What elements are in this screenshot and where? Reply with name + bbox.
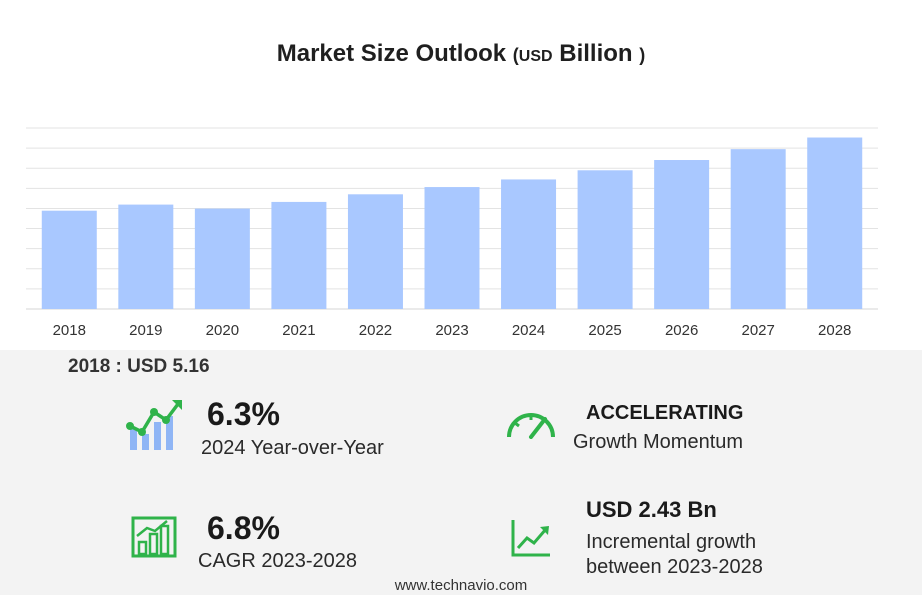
bar-2021 bbox=[271, 201, 327, 309]
x-tick-label-2027: 2027 bbox=[741, 322, 774, 339]
trend-line-icon bbox=[511, 520, 550, 557]
bar-2027 bbox=[730, 149, 786, 309]
cagr-label: CAGR 2023-2028 bbox=[198, 550, 357, 572]
x-tick-label-2023: 2023 bbox=[435, 322, 468, 339]
x-tick-label-2018: 2018 bbox=[53, 322, 86, 339]
title-unit-scale: Billion bbox=[559, 40, 633, 67]
bar-2023 bbox=[424, 187, 480, 309]
x-tick-label-2021: 2021 bbox=[282, 322, 315, 339]
bar-2024 bbox=[501, 179, 557, 309]
bar-chart: 2018 2019 2020 2021 2022 2023 2024 2025 2026 2027… bbox=[0, 120, 922, 350]
momentum-value: ACCELERATING bbox=[586, 402, 744, 424]
bar-2022 bbox=[347, 194, 403, 309]
title-unit-open: ( bbox=[512, 45, 519, 65]
x-tick-label-2025: 2025 bbox=[588, 322, 621, 339]
x-tick-label-2020: 2020 bbox=[206, 322, 239, 339]
bar-2025 bbox=[577, 170, 633, 309]
title-main: Market Size Outlook bbox=[276, 40, 507, 67]
yoy-value: 6.3% bbox=[207, 396, 280, 432]
bar-2018 bbox=[41, 210, 97, 309]
x-tick-label-2024: 2024 bbox=[512, 322, 545, 339]
x-tick-label-2019: 2019 bbox=[129, 322, 162, 339]
bar-2020 bbox=[194, 208, 250, 309]
kpi-panel bbox=[0, 350, 922, 595]
speedometer-icon bbox=[507, 413, 555, 439]
title-unit-close: ) bbox=[639, 45, 646, 65]
yoy-label: 2024 Year-over-Year bbox=[201, 437, 384, 459]
bar-2026 bbox=[654, 160, 710, 309]
x-tick-label-2026: 2026 bbox=[665, 322, 698, 339]
incremental-label-line2: between 2023-2028 bbox=[586, 556, 763, 578]
incremental-label-line1: Incremental growth bbox=[586, 531, 757, 553]
x-tick-label-2022: 2022 bbox=[359, 322, 392, 339]
growth-line-bars-icon bbox=[126, 400, 182, 450]
incremental-value: USD 2.43 Bn bbox=[586, 497, 717, 522]
momentum-label: Growth Momentum bbox=[573, 431, 744, 453]
cagr-value: 6.8% bbox=[207, 510, 280, 546]
bar-2028 bbox=[807, 137, 863, 309]
bar-chart-growth-icon bbox=[131, 516, 177, 558]
chart-title: Market Size Outlook (USD Billion ) bbox=[0, 40, 922, 68]
bar-chart-svg: 2018 2019 2020 2021 2022 2023 2024 2025 2026 2027… bbox=[26, 127, 878, 339]
title-unit-currency: USD bbox=[518, 48, 553, 65]
x-tick-label-2028: 2028 bbox=[818, 322, 851, 339]
source-footer: www.technavio.com bbox=[394, 577, 528, 594]
bar-2019 bbox=[118, 204, 174, 309]
base-year-value: 2018 : USD 5.16 bbox=[68, 356, 210, 377]
